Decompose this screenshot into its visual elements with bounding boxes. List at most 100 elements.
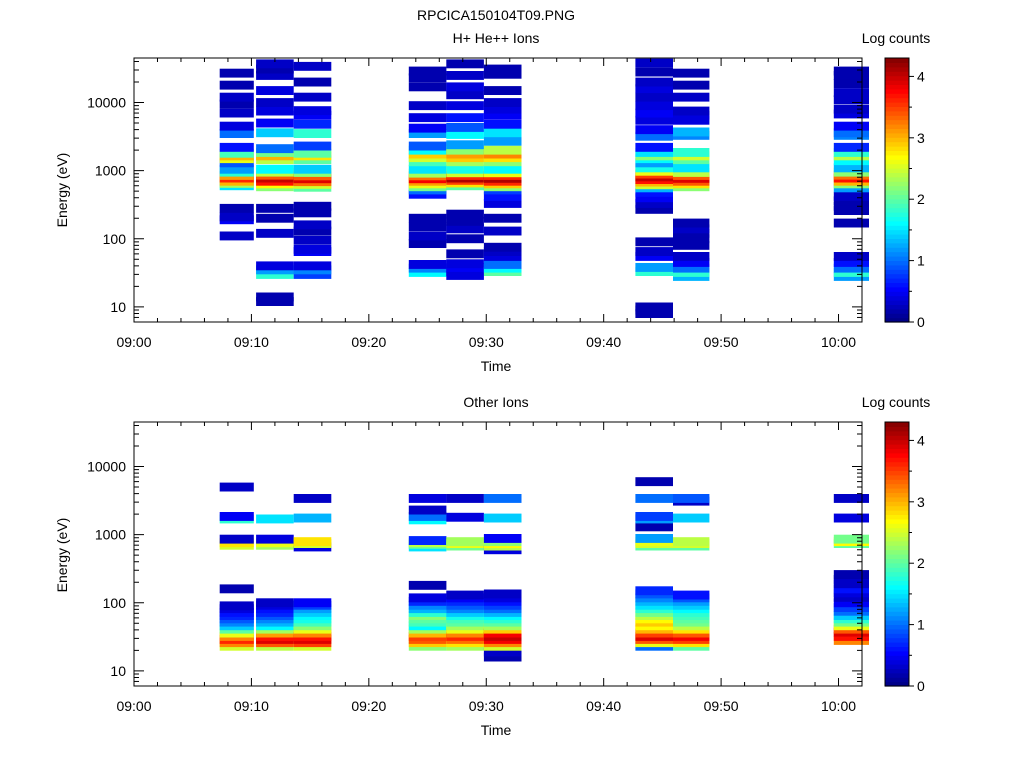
- heatmap-cell: [673, 168, 710, 177]
- colorbar-segment: [885, 593, 909, 599]
- colorbar-segment: [885, 286, 909, 292]
- x-tick-label: 09:30: [469, 698, 504, 714]
- heatmap-cell: [483, 98, 522, 107]
- heatmap-cell: [408, 213, 447, 223]
- heatmap-cell: [408, 505, 447, 515]
- heatmap-cell: [219, 129, 254, 138]
- panel-bottom-x-ticks: 09:00 09:10 09:20 09:30 09:40 09:50 10:00: [116, 422, 863, 714]
- heatmap-cell: [673, 115, 710, 125]
- colorbar-segment: [885, 295, 909, 301]
- heatmap-cell: [446, 494, 484, 503]
- colorbar-segment: [885, 659, 909, 665]
- colorbar-segment: [885, 466, 909, 471]
- heatmap-cell: [673, 148, 710, 157]
- colorbar-segment: [885, 137, 909, 143]
- colorbar-segment: [885, 238, 909, 244]
- panel-top-x-ticks: 09:00 09:10 09:20 09:30 09:40 09:50 10:00: [116, 58, 863, 350]
- colorbar-segment: [885, 677, 909, 683]
- heatmap-cell: [833, 252, 869, 261]
- colorbar-segment: [885, 422, 909, 427]
- colorbar-segment: [885, 505, 909, 511]
- heatmap-cell: [256, 106, 294, 116]
- heatmap-cell: [673, 494, 710, 503]
- colorbar-segment: [885, 576, 909, 581]
- heatmap-cell: [833, 148, 869, 157]
- colorbar-segment: [885, 247, 909, 253]
- colorbar-frame: [884, 421, 910, 687]
- colorbar-segment: [885, 194, 909, 200]
- heatmap-cell: [408, 222, 447, 232]
- panel-bottom-colorbar-label: Log counts: [862, 394, 931, 410]
- heatmap-cell: [293, 270, 332, 279]
- heatmap-cell: [408, 141, 447, 151]
- heatmap-cell: [219, 534, 254, 544]
- colorbar-segment: [885, 672, 909, 678]
- heatmap-cell: [256, 128, 294, 138]
- y-tick-label: 100: [103, 595, 127, 611]
- heatmap-cell: [446, 59, 484, 69]
- colorbar-segment: [885, 308, 909, 314]
- heatmap-cell: [483, 199, 522, 208]
- colorbar-tick-label: 4: [917, 432, 925, 448]
- heatmap-cell: [219, 584, 254, 594]
- heatmap-cell: [483, 226, 522, 236]
- colorbar-segment: [885, 479, 909, 485]
- colorbar-segment: [885, 426, 909, 432]
- colorbar-segment: [885, 589, 909, 595]
- heatmap-cell: [483, 136, 522, 146]
- colorbar-segment: [885, 488, 909, 493]
- colorbar-segment: [885, 646, 909, 652]
- heatmap-cell: [446, 145, 484, 155]
- colorbar-segment: [885, 207, 909, 213]
- heatmap-cell: [408, 82, 447, 92]
- colorbar-segment: [885, 159, 909, 165]
- heatmap-cell: [673, 92, 710, 102]
- heatmap-cell: [408, 73, 447, 83]
- heatmap-cell: [256, 514, 294, 524]
- heatmap-cell: [833, 258, 869, 267]
- colorbar-segment: [885, 251, 909, 257]
- heatmap-cell: [408, 231, 447, 241]
- heatmap-cell: [293, 261, 332, 271]
- heatmap-cell: [833, 95, 869, 105]
- colorbar-segment: [885, 628, 909, 634]
- colorbar-segment: [885, 435, 909, 441]
- heatmap-cell: [446, 209, 484, 219]
- heatmap-cell: [293, 208, 332, 218]
- colorbar-tick-label: 0: [917, 678, 925, 694]
- heatmap-cell: [293, 61, 332, 71]
- heatmap-cell: [483, 110, 522, 120]
- colorbar-segment: [885, 571, 909, 577]
- colorbar-segment: [885, 492, 909, 498]
- x-tick-label: 09:50: [704, 334, 739, 350]
- heatmap-cell: [446, 512, 484, 522]
- colorbar-segment: [885, 229, 909, 235]
- colorbar-segment: [885, 110, 909, 116]
- colorbar-segment: [885, 172, 909, 178]
- heatmap-cell: [833, 88, 869, 97]
- heatmap-cell: [408, 494, 447, 503]
- heatmap-cell: [635, 302, 673, 312]
- heatmap-cell: [446, 224, 484, 234]
- heatmap-cell: [483, 64, 522, 74]
- x-tick-label: 09:00: [116, 698, 151, 714]
- heatmap-cell: [293, 513, 332, 523]
- heatmap-cell: [483, 86, 522, 95]
- heatmap-cell: [483, 534, 522, 543]
- heatmap-cell: [446, 590, 484, 600]
- heatmap-cell: [833, 104, 869, 114]
- x-tick-label: 09:40: [586, 334, 621, 350]
- panel-bottom-y-label: Energy (eV): [54, 518, 70, 593]
- heatmap-cell: [635, 586, 673, 596]
- heatmap-cell: [833, 121, 869, 131]
- heatmap-cell: [673, 68, 710, 78]
- heatmap-cell: [408, 536, 447, 545]
- colorbar-segment: [885, 88, 909, 94]
- heatmap-cell: [483, 164, 522, 174]
- colorbar-segment: [885, 430, 909, 436]
- heatmap-cell: [635, 58, 673, 68]
- colorbar-segment: [885, 300, 909, 305]
- heatmap-cell: [446, 259, 484, 269]
- heatmap-cell: [635, 142, 673, 152]
